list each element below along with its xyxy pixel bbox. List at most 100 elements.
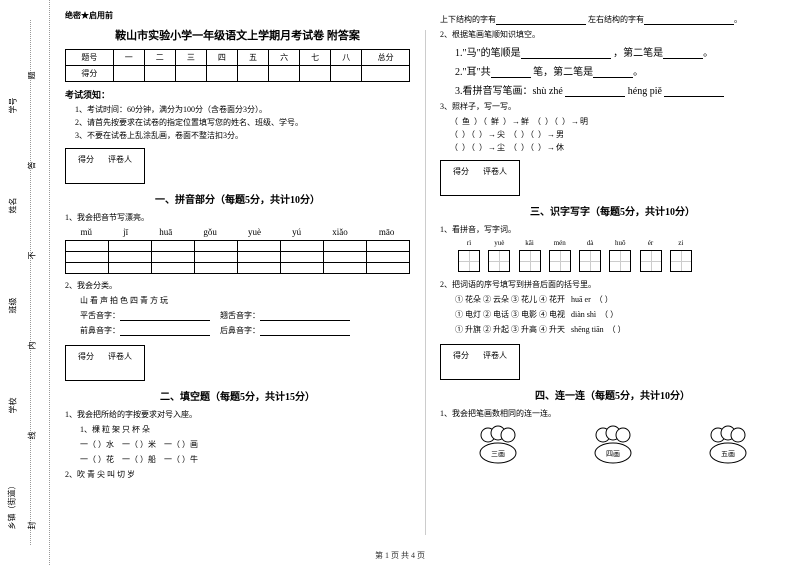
- row-bibi: 前鼻音字： 后鼻音字：: [80, 325, 410, 336]
- score-h8: 八: [331, 50, 362, 66]
- opts-2: ① 升旗 ② 升起 ③ 升高 ④ 升天: [455, 325, 565, 334]
- struct-row: 上下结构的字有 左右结构的字有。: [440, 14, 785, 25]
- secret-mark: 绝密★启用前: [65, 10, 410, 21]
- blank-s2a: [491, 68, 531, 78]
- part1-q2: 2、我会分类。: [65, 280, 410, 291]
- blank-sa: [496, 15, 586, 25]
- s1b: ，第二笔是: [613, 48, 663, 59]
- s2b: 笔，第二笔是: [533, 67, 593, 78]
- seal-char-5: 题: [27, 72, 38, 80]
- part3-title: 三、识字写字（每题5分，共计10分）: [440, 203, 785, 218]
- blank-s3a: [565, 87, 625, 97]
- svg-text:三画: 三画: [491, 450, 505, 458]
- part1-title: 一、拼音部分（每题5分，共计10分）: [65, 191, 410, 206]
- part2-q4: 2、根据笔画笔顺知识填空。: [440, 29, 785, 40]
- s3a: 3.看拼音写笔画：shù zhé: [455, 86, 563, 97]
- grade-c2: 评卷人: [102, 153, 138, 166]
- part4-q1: 1、我会把笔画数相同的连一连。: [440, 408, 785, 419]
- binding-line: [30, 20, 31, 545]
- binding-label-0: 乡镇（街道）: [7, 482, 18, 530]
- page: 绝密★启用前 鞍山市实验小学一年级语文上学期月考试卷 附答案 题号 一 二 三 …: [50, 0, 800, 545]
- score-table: 题号 一 二 三 四 五 六 七 八 总分 得分: [65, 49, 410, 82]
- paper-title: 鞍山市实验小学一年级语文上学期月考试卷 附答案: [65, 27, 410, 43]
- grade-c1: 得分: [72, 153, 100, 166]
- score-h5: 五: [237, 50, 268, 66]
- score-h1: 一: [113, 50, 144, 66]
- py-7: māo: [379, 227, 395, 237]
- blank-d: [260, 326, 350, 336]
- stroke3: 3.看拼音写笔画：shù zhé héng piě: [455, 82, 785, 97]
- grade-box-3: 得分评卷人: [440, 160, 520, 196]
- part2-q2: 2、吹 青 尖 叫 切 岁: [65, 469, 410, 480]
- binding-label-2: 班级: [8, 298, 19, 314]
- score-h2: 二: [144, 50, 175, 66]
- score-h3: 三: [175, 50, 206, 66]
- part1-chars: 山 看 声 拍 色 四 青 方 玩: [80, 295, 410, 306]
- py-5: yú: [292, 227, 301, 237]
- opt-row-0: ① 花朵 ② 云朵 ③ 花儿 ④ 花开 huā er （ ）: [455, 294, 785, 305]
- mr1-1: 一（ ）米: [122, 440, 156, 449]
- binding-label-4: 学号: [8, 98, 19, 114]
- score-h6: 六: [269, 50, 300, 66]
- label-c: 前鼻音字：: [80, 326, 120, 335]
- grade-box-4: 得分评卷人: [440, 344, 520, 380]
- seal-char-1: 线: [27, 432, 38, 440]
- part2-q5: 3、照样子，写一写。: [440, 101, 785, 112]
- stroke2: 2."耳"共 笔，第二笔是。: [455, 63, 785, 78]
- seal-char-3: 不: [27, 252, 38, 260]
- part3-q1: 1、看拼音，写字词。: [440, 224, 785, 235]
- blank-a: [120, 311, 210, 321]
- char-box-row: rì yuè kāi mén dà huǒ ér zi: [455, 239, 785, 275]
- flower-icon-0: 三画: [468, 425, 528, 472]
- seal-char-2: 内: [27, 342, 38, 350]
- cg-0: rì: [457, 239, 481, 275]
- binding-label-3: 姓名: [8, 198, 19, 214]
- grade-box-1: 得分评卷人: [65, 148, 145, 184]
- blank-s2b: [593, 68, 633, 78]
- cg-6: ér: [639, 239, 663, 275]
- svg-text:四画: 四画: [606, 450, 620, 458]
- s2a: 2."耳"共: [455, 67, 491, 78]
- stroke1: 1."马"的笔顺是 ，第二笔是。: [455, 44, 785, 59]
- cg-3: mén: [548, 239, 572, 275]
- paren-2: （ ）: [608, 325, 626, 334]
- blank-sb: [644, 15, 734, 25]
- ex-row-0: （ 鱼 ）（ 鲜 ）→鲜 （ ）（ ）→明: [450, 116, 785, 127]
- mr1-0: 一（ ）水: [80, 440, 114, 449]
- mr2-0: 一（ ）花: [80, 455, 114, 464]
- py-6: xiǎo: [332, 227, 348, 237]
- pinyin-row: mǔ jī huā gǒu yuè yú xiǎo māo: [65, 227, 410, 237]
- binding-margin: 乡镇（街道） 学校 班级 姓名 学号 封 线 内 不 答 题: [0, 0, 50, 565]
- seal-char-0: 封: [27, 522, 38, 530]
- rule-1: 1、考试时间：60分钟，满分为100分（含卷面分3分）。: [75, 104, 410, 115]
- cg-1: yuè: [487, 239, 511, 275]
- rule-2: 2、请首先按要求在试卷的指定位置填写您的姓名、班级、学号。: [75, 117, 410, 128]
- py-1b: diàn shì: [571, 310, 596, 319]
- opts-0: ① 花朵 ② 云朵 ③ 花儿 ④ 花开: [455, 295, 565, 304]
- measure-row1: 一（ ）水 一（ ）米 一（ ）画: [80, 439, 410, 450]
- label-d: 后鼻音字：: [220, 326, 260, 335]
- seal-char-4: 答: [27, 162, 38, 170]
- py-2b: shēng tiān: [571, 325, 604, 334]
- blank-c: [120, 326, 210, 336]
- opts-1: ① 电灯 ② 电话 ③ 电影 ④ 电视: [455, 310, 565, 319]
- cg-4: dà: [578, 239, 602, 275]
- pinyin-grid: [65, 240, 410, 274]
- flower-row: 三画 四画 五画: [440, 425, 785, 472]
- score-h7: 七: [300, 50, 331, 66]
- mr2-2: 一（ ）牛: [164, 455, 198, 464]
- blank-s1b: [663, 49, 703, 59]
- py-0: mǔ: [81, 227, 93, 237]
- py-0b: huā er: [571, 295, 591, 304]
- row-pingshe: 平舌音字： 翘舌音字：: [80, 310, 410, 321]
- flower-icon-2: 五画: [698, 425, 758, 472]
- paren-1: （ ）: [600, 310, 618, 319]
- py-2: huā: [159, 227, 172, 237]
- binding-label-1: 学校: [8, 398, 19, 414]
- opt-row-2: ① 升旗 ② 升起 ③ 升高 ④ 升天 shēng tiān （ ）: [455, 324, 785, 335]
- s1a: 1."马"的笔顺是: [455, 48, 521, 59]
- struct-b: 左右结构的字有: [588, 15, 644, 24]
- cg-5: huǒ: [608, 239, 632, 275]
- part4-title: 四、连一连（每题5分，共计10分）: [440, 387, 785, 402]
- py-4: yuè: [248, 227, 261, 237]
